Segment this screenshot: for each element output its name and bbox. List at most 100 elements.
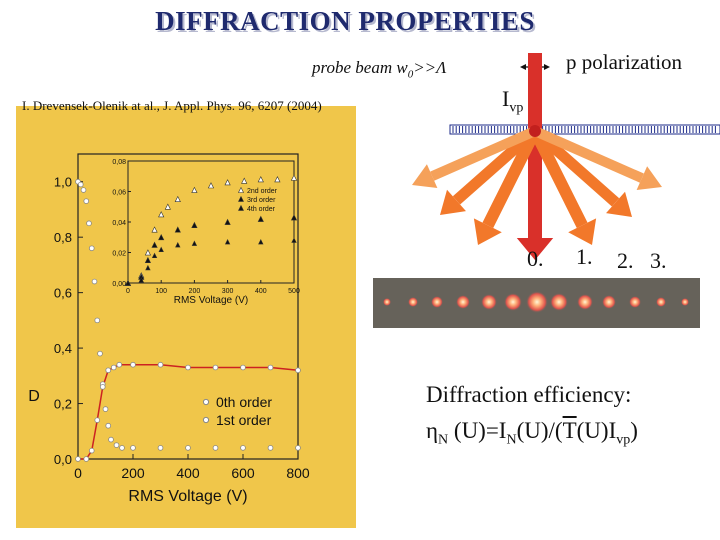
diffracted-beams <box>412 126 662 260</box>
inset-point-4th-order <box>191 240 198 246</box>
beam-order-minus-3 <box>430 126 538 181</box>
point-0th-order <box>295 445 301 451</box>
point-0th-order <box>119 445 125 451</box>
beam-order-minus-3-head <box>412 164 438 189</box>
diffraction-spot <box>431 296 443 308</box>
inset-point-4th-order <box>258 238 264 245</box>
probe-subscript: 0 <box>407 68 414 81</box>
beam-diagram <box>412 53 720 260</box>
formula-eta: η <box>426 418 439 443</box>
point-0th-order <box>267 445 274 451</box>
inset-point-2nd-order <box>151 226 158 233</box>
grating <box>449 124 720 135</box>
point-0th-order <box>102 406 109 412</box>
order-label-2: 2. <box>617 248 634 273</box>
point-1st-order <box>116 361 123 368</box>
polarization-label: p polarization <box>566 50 683 74</box>
probe-beam-label: probe beam w0>>Λ <box>312 58 446 80</box>
formula-part2: (U)/( <box>516 418 563 443</box>
legend-marker <box>202 398 210 406</box>
inset-point-4th-order <box>175 242 181 248</box>
inset-point-4th-order <box>291 237 297 243</box>
inset-x-tick-label: 300 <box>222 288 234 295</box>
efficiency-title: Diffraction efficiency: <box>426 382 632 407</box>
diffraction-spot <box>602 295 616 309</box>
diffraction-spot <box>629 296 641 308</box>
beam-order-plus-3-head <box>636 166 662 191</box>
diffraction-spot <box>383 298 391 306</box>
inset-point-2nd-order <box>274 176 281 183</box>
point-1st-order <box>88 447 95 454</box>
inset-point-3rd-order <box>144 256 152 264</box>
point-0th-order <box>88 245 95 252</box>
point-0th-order <box>185 445 191 451</box>
beam-order-plus-2 <box>531 126 620 207</box>
beam-order-minus-2-head <box>440 189 466 215</box>
point-1st-order <box>240 364 246 371</box>
formula-sub-n2: N <box>506 432 517 448</box>
diffraction-spot <box>526 291 548 313</box>
probe-rest: >>Λ <box>413 58 447 77</box>
inset-y-tick-label: 0,06 <box>112 190 126 197</box>
inset-point-3rd-order <box>191 221 198 228</box>
point-0th-order <box>83 198 90 204</box>
point-1st-order <box>295 367 301 374</box>
point-0th-order <box>157 445 164 451</box>
x-tick-label: 800 <box>286 465 310 481</box>
point-1st-order <box>130 361 136 368</box>
diffraction-spot <box>504 293 522 311</box>
inset-point-2nd-order <box>257 176 264 183</box>
inset-point-2nd-order <box>164 203 171 210</box>
point-1st-order <box>110 364 117 371</box>
point-0th-order <box>212 445 219 451</box>
beam-order-minus-1-head <box>473 218 502 245</box>
legend-label: 1st order <box>216 412 272 428</box>
formula-part1: (U)=I <box>448 418 507 443</box>
inset-point-2nd-order <box>290 174 298 181</box>
incident-beam-label: Ivp <box>502 86 523 116</box>
inset-point-4th-order <box>224 238 231 245</box>
x-tick-label: 0 <box>74 465 82 481</box>
formula-tbar: T <box>562 418 577 443</box>
inset-point-3rd-order <box>151 241 158 248</box>
diffraction-spot <box>456 295 470 309</box>
point-0th-order <box>105 422 112 429</box>
inset-point-3rd-order <box>174 226 181 233</box>
inset-point-2nd-order <box>174 195 181 203</box>
slide-title: DIFFRACTION PROPERTIES <box>155 6 535 36</box>
incident-beam <box>528 53 542 131</box>
point-0th-order <box>97 350 103 357</box>
x-tick-label: 600 <box>231 465 255 481</box>
inset-point-2nd-order <box>144 249 152 256</box>
beam-symbol: I <box>502 86 510 111</box>
y-axis-label: D <box>28 388 40 405</box>
beam-order-minus-2 <box>452 126 539 205</box>
inset-point-3rd-order <box>257 215 264 222</box>
diffraction-spots-photo <box>373 278 700 328</box>
inset-point-4th-order <box>158 246 164 252</box>
point-0th-order <box>108 436 114 443</box>
efficiency-formula: ηN (U)=IN(U)/(T(U)Ivp) <box>426 418 638 449</box>
point-1st-order <box>157 361 164 368</box>
inset-x-tick-label: 200 <box>189 288 201 295</box>
probe-text: probe beam w <box>312 58 408 77</box>
point-1st-order <box>267 364 274 371</box>
inset-y-tick-label: 0,02 <box>112 251 126 258</box>
point-0th-order <box>91 278 98 285</box>
y-tick-label: 0,6 <box>54 286 72 301</box>
point-0th-order <box>77 181 84 188</box>
x-tick-label: 200 <box>121 465 145 481</box>
y-tick-label: 0,0 <box>54 452 72 467</box>
point-1st-order <box>99 384 106 390</box>
point-1st-order <box>105 367 112 374</box>
diffraction-spot <box>481 294 497 310</box>
beam-order-plus-3 <box>532 126 644 183</box>
point-0th-order <box>240 445 246 451</box>
inset-legend-marker <box>238 204 244 211</box>
inset-legend-marker <box>238 186 244 193</box>
y-tick-label: 0,2 <box>54 397 72 412</box>
y-tick-label: 0,8 <box>54 230 72 245</box>
diffraction-spot <box>577 294 593 310</box>
inset-x-tick-label: 100 <box>155 288 167 295</box>
inset-y-tick-label: 0,08 <box>112 159 126 166</box>
